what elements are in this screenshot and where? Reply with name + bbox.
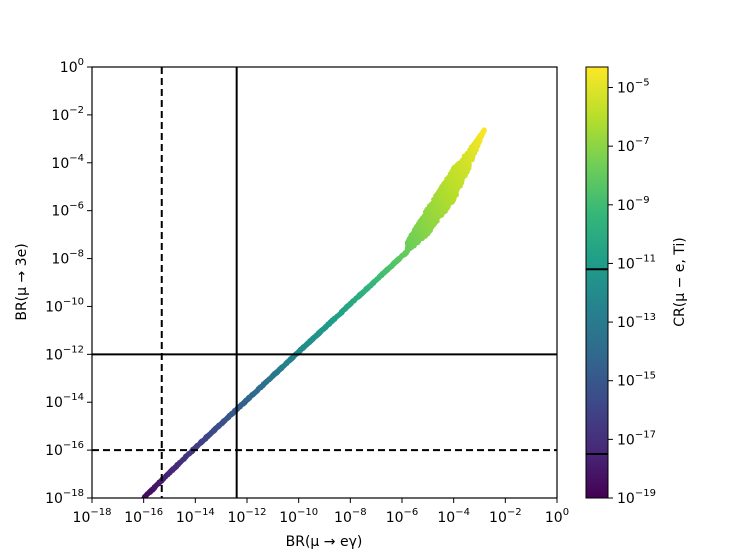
- y-tick-label: 10−8: [51, 249, 84, 268]
- colorbar-ticks: 10−19 10−17 10−15 10−13 10−11 10−9 10−7 10−5: [608, 78, 656, 507]
- colorbar-marker-lines: [586, 268, 608, 456]
- x-tick-label: 10−16: [124, 507, 163, 526]
- x-tick-label: 10−4: [437, 507, 470, 526]
- y-tick-label: 10−12: [45, 344, 84, 363]
- reference-lines: [92, 67, 557, 498]
- x-tick-label: 10−8: [334, 507, 367, 526]
- colorbar-tick-label: 10−17: [617, 429, 656, 448]
- y-axis-label: BR(μ → 3e): [14, 243, 30, 320]
- colorbar-tick-label: 10−13: [617, 312, 656, 331]
- colorbar-tick-label: 10−5: [617, 78, 650, 97]
- x-tick-label: 10−12: [228, 507, 267, 526]
- y-tick-label: 10−6: [51, 201, 84, 220]
- x-tick-label: 100: [545, 507, 569, 526]
- y-tick-label: 10−2: [51, 105, 84, 124]
- y-axis-ticks: 10−18 10−16 10−14 10−12 10−10 10−8 10−6 10−4 10−…: [45, 57, 92, 507]
- x-tick-label: 10−6: [386, 507, 419, 526]
- y-tick-label: 10−18: [45, 488, 84, 507]
- x-tick-label: 10−10: [279, 507, 318, 526]
- y-tick-label: 10−4: [51, 153, 84, 172]
- x-tick-label: 10−2: [489, 507, 522, 526]
- plot-frame: [91, 66, 558, 499]
- colorbar-tick-label: 10−15: [617, 371, 656, 390]
- y-tick-label: 100: [60, 57, 84, 76]
- colorbar: [585, 66, 609, 499]
- scatter-point: [481, 127, 487, 133]
- x-tick-label: 10−18: [73, 507, 112, 526]
- colorbar-tick-label: 10−9: [617, 195, 650, 214]
- y-tick-label: 10−14: [45, 392, 84, 411]
- x-tick-label: 10−14: [176, 507, 215, 526]
- colorbar-label: CR(μ − e, Ti): [672, 237, 688, 327]
- y-tick-label: 10−10: [45, 296, 84, 315]
- y-tick-label: 10−16: [45, 440, 84, 459]
- scatter-point: [467, 163, 472, 169]
- x-axis-label: BR(μ → eγ): [286, 534, 363, 550]
- colorbar-tick-label: 10−11: [617, 253, 656, 272]
- colorbar-tick-label: 10−7: [617, 136, 650, 155]
- scatter-points: [141, 127, 487, 498]
- x-axis-ticks: 10−18 10−16 10−14 10−12 10−10 10−8 10−6 10−4 10−…: [73, 498, 569, 526]
- colorbar-tick-label: 10−19: [617, 488, 656, 507]
